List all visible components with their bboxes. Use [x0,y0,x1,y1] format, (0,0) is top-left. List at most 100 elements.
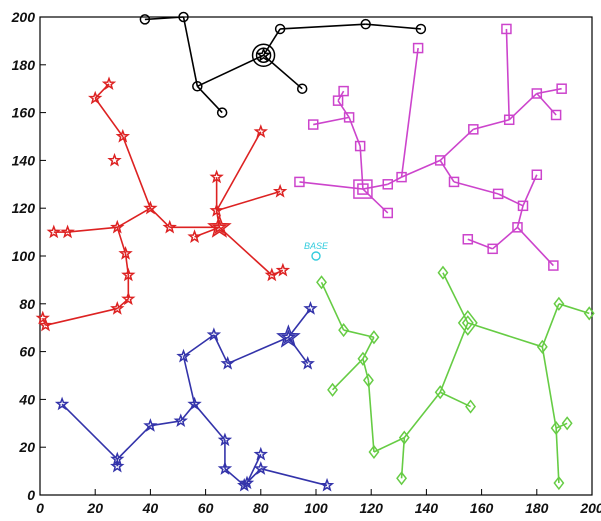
cluster-4-head-inner [461,315,474,331]
cluster-4-edge [403,391,441,439]
cluster-4-edge [343,329,375,339]
cluster-2-edge [505,28,510,120]
cluster-2-node [338,85,349,97]
cluster-2-edge [453,181,499,195]
cluster-2-edge [400,47,419,178]
cluster-4-edge [467,322,543,348]
cluster-1-edge [122,136,152,209]
cluster-0-edge [263,54,303,90]
cluster-edges [42,16,590,487]
cluster-4-edge [442,272,469,324]
x-tick-label: 80 [253,500,269,516]
cluster-1-node [110,301,125,315]
cluster-1-node [162,219,177,234]
cluster-2-node [503,114,515,126]
cluster-4-edge [400,437,406,479]
cluster-1-node [35,310,50,325]
cluster-0-node [139,14,151,25]
cluster-1-node [209,203,224,217]
x-tick-label: 60 [198,500,214,516]
cluster-2-edge [401,159,441,178]
cluster-2-edge [439,128,474,161]
cluster-2-node [556,83,567,94]
cluster-2-node [512,222,523,233]
cluster-4-edge [541,346,557,429]
cluster-4-node [550,420,562,436]
cluster-0-head-star [255,47,272,62]
cluster-2-node [382,179,394,190]
cluster-0-edge [280,23,366,30]
cluster-3-edge [260,467,328,487]
cluster-1-node [60,224,75,239]
cluster-4-node [583,306,595,321]
cluster-3-node [176,348,191,363]
cluster-4-node [396,471,408,486]
cluster-0-node [192,81,203,92]
cluster-0-edge [196,85,223,114]
cluster-2-node [531,88,543,99]
x-tick-label: 140 [415,500,439,516]
cluster-3-node [239,475,255,490]
cluster-2-node [307,119,319,130]
cluster-0-node [216,107,228,118]
cluster-4-node [327,382,339,397]
cluster-2-node [343,112,355,123]
cluster-4-edge [555,428,560,484]
cluster-3-node [54,396,70,411]
cluster-4-node [368,330,380,345]
cluster-1-edge [116,227,127,254]
cluster-2-edge [313,116,350,126]
cluster-4-edge [320,281,345,331]
cluster-3-edge [116,425,151,460]
cluster-2-node [517,200,529,212]
y-tick-label: 60 [19,344,35,360]
cluster-1-node [121,291,136,306]
base-label: BASE [304,241,329,251]
cluster-4-node [338,323,350,338]
cluster-4-edge [555,422,568,429]
y-tick-label: 120 [12,200,36,216]
cluster-2-node [462,234,474,245]
cluster-3-head-inner [280,329,297,344]
cluster-2-node [396,171,407,183]
cluster-3-node [110,458,125,473]
cluster-4-edge [439,391,471,408]
cluster-3-node [217,432,233,447]
cluster-4-node [437,265,449,280]
cluster-2-edge [516,205,524,228]
cluster-4-node [536,339,548,354]
y-axis-ticks: 0 20 40 60 80 100 120 140 160 180 200 [11,9,46,503]
y-tick-label: 160 [12,105,36,121]
cluster-1-edge [45,307,118,327]
base-marker [311,251,321,261]
cluster-1-node [272,183,288,198]
cluster-1-node [88,90,103,105]
cluster-3-node [206,327,222,341]
x-tick-label: 160 [470,500,494,516]
cluster-3-edge [182,356,196,405]
cluster-4-node [398,430,410,445]
x-tick-label: 120 [360,500,384,516]
y-tick-label: 40 [18,391,35,407]
cluster-2-node [382,207,394,219]
cluster-3-edge [227,336,289,365]
cluster-4-node [561,416,573,431]
cluster-2-edge [473,118,510,131]
cluster-0-edge [365,23,421,30]
cluster-2-node [550,109,562,121]
cluster-3-node [217,461,233,475]
cluster-3-edge [193,403,226,441]
cluster-3-node [253,461,268,475]
cluster-4-node [465,399,477,414]
cluster-3-edge [246,454,262,484]
cluster-1-node [121,267,136,282]
base-station: BASE [304,241,329,261]
cluster-2-node [354,140,366,152]
cluster-0-node [296,83,308,94]
cluster-2-node [294,176,305,188]
cluster-0-node [178,11,189,23]
cluster-1-node [253,124,268,138]
x-tick-label: 40 [142,500,159,516]
cluster-1-edge [216,190,281,212]
cluster-4-node [368,444,380,460]
